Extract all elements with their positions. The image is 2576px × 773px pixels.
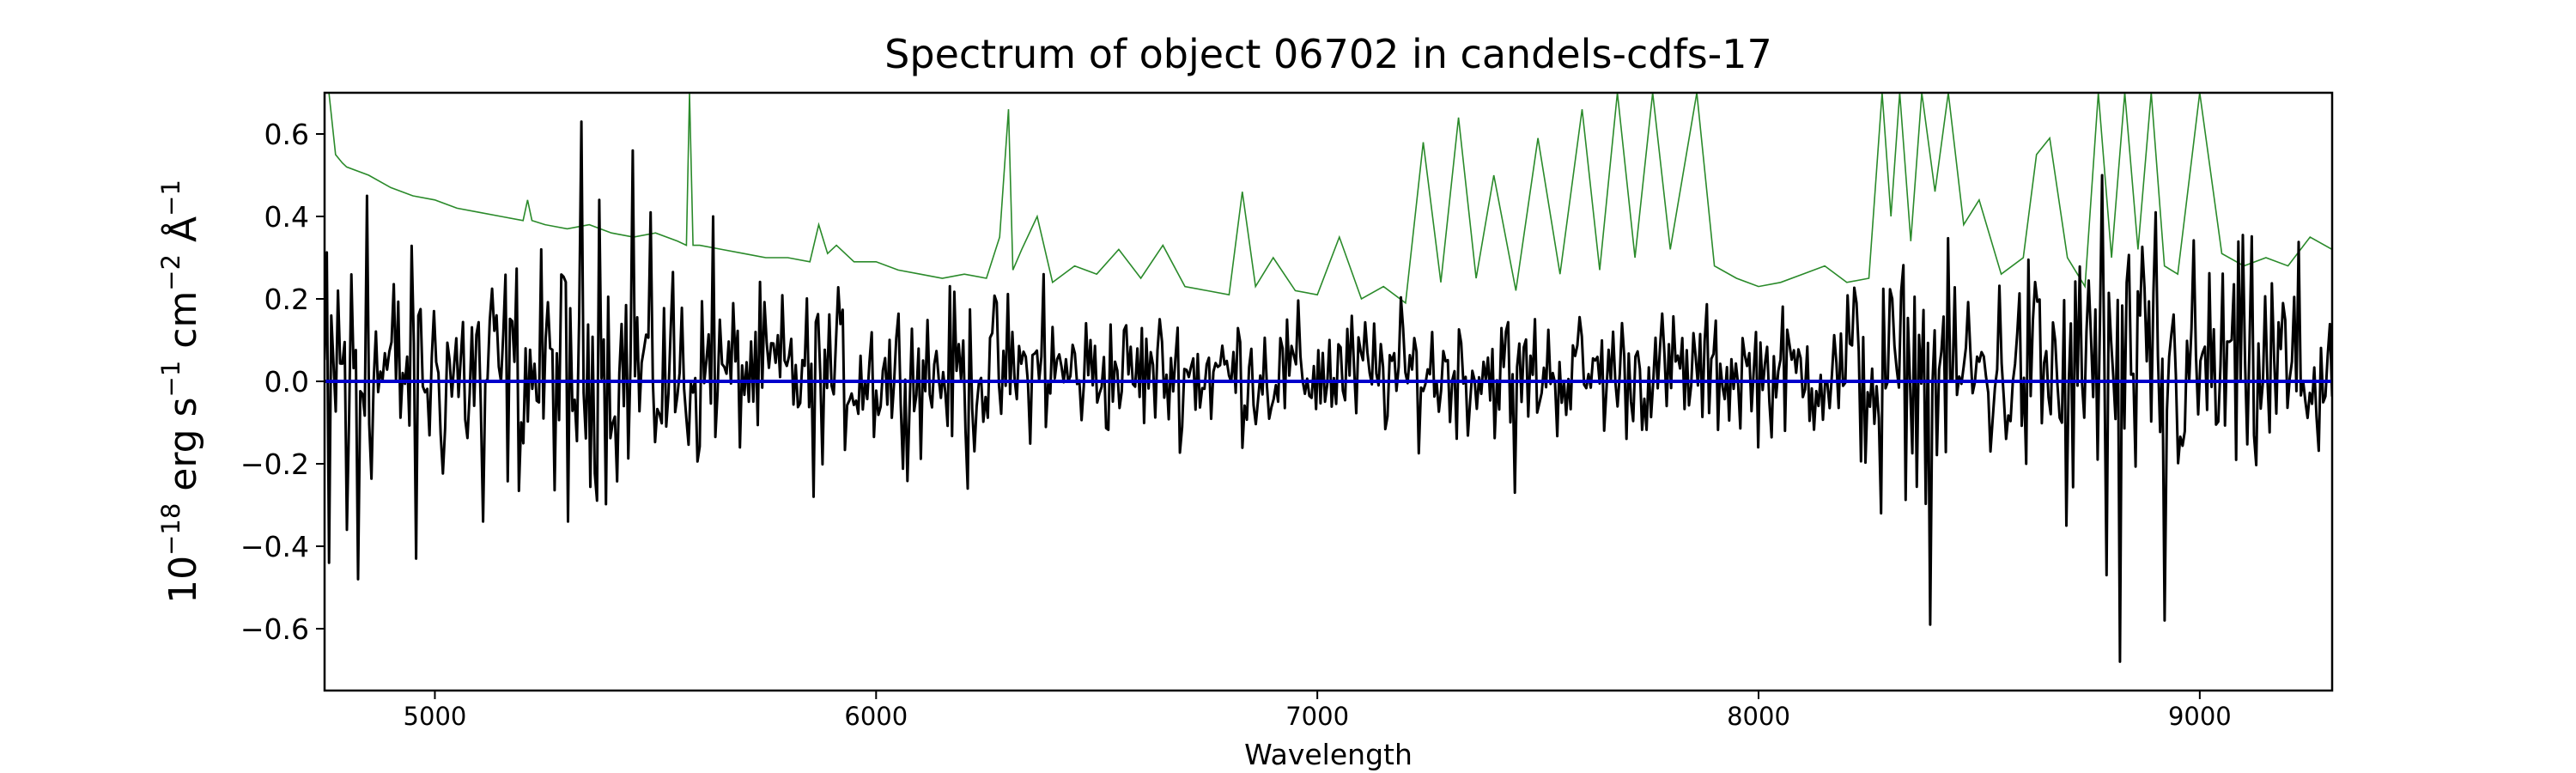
plot-series xyxy=(325,93,2332,663)
x-tick-label: 7000 xyxy=(1285,702,1349,731)
y-label-unit2: cm xyxy=(161,291,205,361)
chart-title: Spectrum of object 06702 in candels-cdfs… xyxy=(884,31,1772,77)
y-tick-label: 0.6 xyxy=(264,118,309,151)
y-tick-label: 0.0 xyxy=(264,365,309,399)
y-tick-label: 0.4 xyxy=(264,200,309,234)
y-label-unit3-exp: −1 xyxy=(156,180,185,216)
y-axis-label: 10−18 erg s−1 cm−2 Å−1 xyxy=(156,180,205,604)
noise-spectrum-line xyxy=(325,93,2332,305)
x-tick-label: 5000 xyxy=(404,702,467,731)
x-tick-label: 9000 xyxy=(2168,702,2232,731)
x-tick-label: 8000 xyxy=(1727,702,1790,731)
y-label-base: 10 xyxy=(161,556,205,604)
y-label-unit2-exp: −2 xyxy=(156,254,185,291)
y-label-base-exp: −18 xyxy=(156,503,185,556)
y-tick-label: 0.2 xyxy=(264,283,309,316)
x-axis: 5000 6000 7000 8000 9000 xyxy=(404,691,2232,731)
y-label-unit3: Å xyxy=(160,216,205,254)
y-axis: −0.6 −0.4 −0.2 0.0 0.2 0.4 0.6 xyxy=(240,118,325,646)
x-tick-label: 6000 xyxy=(844,702,908,731)
plot-frame xyxy=(323,91,2334,692)
y-tick-label: −0.2 xyxy=(240,447,309,481)
y-tick-label: −0.6 xyxy=(240,612,309,646)
y-tick-label: −0.4 xyxy=(240,530,309,563)
y-label-unit1: erg s xyxy=(161,397,205,502)
y-label-unit1-exp: −1 xyxy=(156,361,185,398)
x-axis-label: Wavelength xyxy=(1244,738,1413,771)
flux-spectrum-line xyxy=(325,120,2332,663)
